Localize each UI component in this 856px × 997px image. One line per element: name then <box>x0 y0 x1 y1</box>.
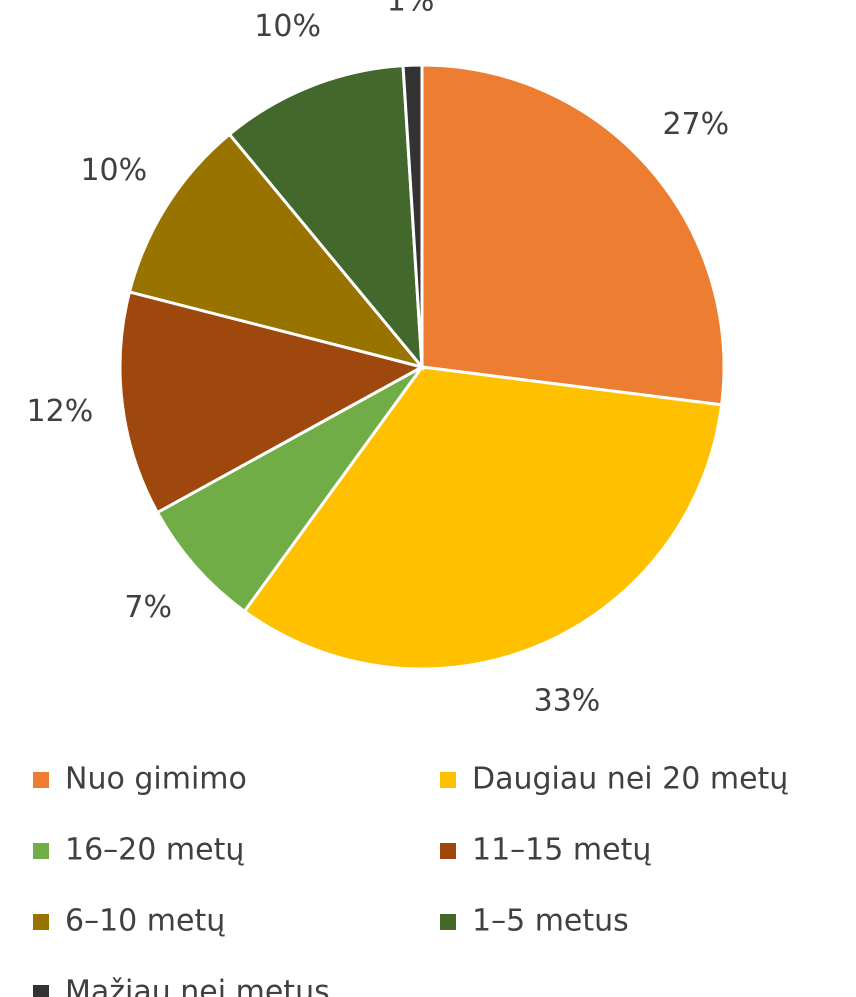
data-label: 27% <box>662 107 729 142</box>
data-label: 7% <box>124 590 172 625</box>
pie-slice <box>118 290 427 515</box>
legend-label: 16–20 metų <box>65 833 244 868</box>
legend-label: 11–15 metų <box>472 833 651 868</box>
data-label: 10% <box>80 153 147 188</box>
legend-label: Mažiau nei metus <box>65 975 330 997</box>
pie-slice <box>227 64 424 372</box>
pie-slice <box>155 365 424 614</box>
pie-slice <box>242 365 724 671</box>
data-label: 33% <box>534 683 601 718</box>
legend-swatch <box>33 914 49 930</box>
legend-swatch <box>33 772 49 788</box>
legend-swatch <box>440 914 456 930</box>
legend-swatch <box>440 772 456 788</box>
legend-swatch <box>440 843 456 859</box>
data-label: 1% <box>387 0 435 19</box>
pie-slice <box>420 63 726 407</box>
pie-slice <box>127 132 427 370</box>
pie-slice <box>401 63 424 368</box>
legend-label: 1–5 metus <box>472 904 629 939</box>
legend-label: 6–10 metų <box>65 904 225 939</box>
legend-label: Nuo gimimo <box>65 762 247 797</box>
legend-label: Daugiau nei 20 metų <box>472 762 788 797</box>
data-label: 10% <box>254 9 321 44</box>
legend-swatch <box>33 985 49 997</box>
legend-swatch <box>33 843 49 859</box>
data-label: 12% <box>27 394 94 429</box>
